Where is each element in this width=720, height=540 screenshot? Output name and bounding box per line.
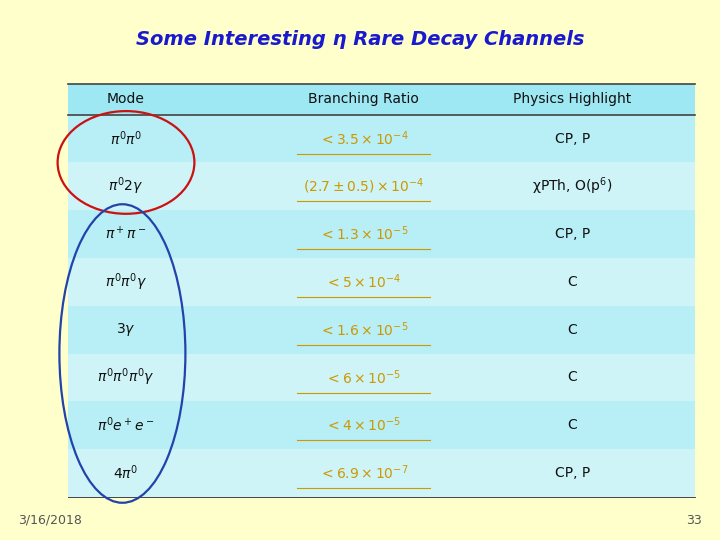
Text: CP, P: CP, P: [555, 227, 590, 241]
Text: $<3.5\times10^{-4}$: $<3.5\times10^{-4}$: [319, 129, 408, 148]
Text: Physics Highlight: Physics Highlight: [513, 92, 631, 106]
Bar: [68, 401, 695, 449]
Text: 33: 33: [686, 514, 702, 526]
Text: CP, P: CP, P: [555, 466, 590, 480]
Text: $\pi^0 2\gamma$: $\pi^0 2\gamma$: [109, 176, 143, 197]
Text: $<1.3\times10^{-5}$: $<1.3\times10^{-5}$: [319, 225, 408, 244]
Bar: [68, 306, 695, 354]
Text: Some Interesting η Rare Decay Channels: Some Interesting η Rare Decay Channels: [136, 30, 584, 49]
Text: C: C: [567, 275, 577, 289]
Text: χPTh, O(p$^6$): χPTh, O(p$^6$): [532, 176, 613, 197]
Text: $\pi^0 \pi^0 \gamma$: $\pi^0 \pi^0 \gamma$: [105, 271, 147, 293]
Text: $<6\times10^{-5}$: $<6\times10^{-5}$: [325, 368, 402, 387]
Bar: [68, 258, 695, 306]
Bar: [68, 354, 695, 401]
Text: $(2.7\pm0.5)\times10^{-4}$: $(2.7\pm0.5)\times10^{-4}$: [303, 177, 424, 196]
Bar: [68, 163, 695, 210]
Bar: [68, 84, 695, 114]
Text: $<1.6\times10^{-5}$: $<1.6\times10^{-5}$: [319, 320, 408, 339]
Text: $<4\times10^{-5}$: $<4\times10^{-5}$: [325, 416, 402, 435]
Text: C: C: [567, 322, 577, 336]
Text: $<6.9\times10^{-7}$: $<6.9\times10^{-7}$: [319, 464, 408, 482]
Bar: [68, 449, 695, 497]
Text: C: C: [567, 370, 577, 384]
Text: $\pi^0 \pi^0$: $\pi^0 \pi^0$: [110, 129, 142, 148]
Text: $3\gamma$: $3\gamma$: [116, 321, 136, 338]
Text: C: C: [567, 418, 577, 432]
Text: CP, P: CP, P: [555, 132, 590, 146]
Text: $4\pi^0$: $4\pi^0$: [113, 464, 139, 482]
Text: $\pi^0 e^+ e^-$: $\pi^0 e^+ e^-$: [97, 416, 155, 435]
Bar: [68, 114, 695, 163]
Text: $\pi^+ \pi^-$: $\pi^+ \pi^-$: [105, 225, 147, 243]
Text: Branching Ratio: Branching Ratio: [308, 92, 419, 106]
Text: Mode: Mode: [107, 92, 145, 106]
Bar: [68, 210, 695, 258]
Text: $<5\times10^{-4}$: $<5\times10^{-4}$: [325, 273, 402, 291]
Text: $\pi^0 \pi^0 \pi^0 \gamma$: $\pi^0 \pi^0 \pi^0 \gamma$: [97, 367, 155, 388]
Text: 3/16/2018: 3/16/2018: [18, 514, 82, 526]
